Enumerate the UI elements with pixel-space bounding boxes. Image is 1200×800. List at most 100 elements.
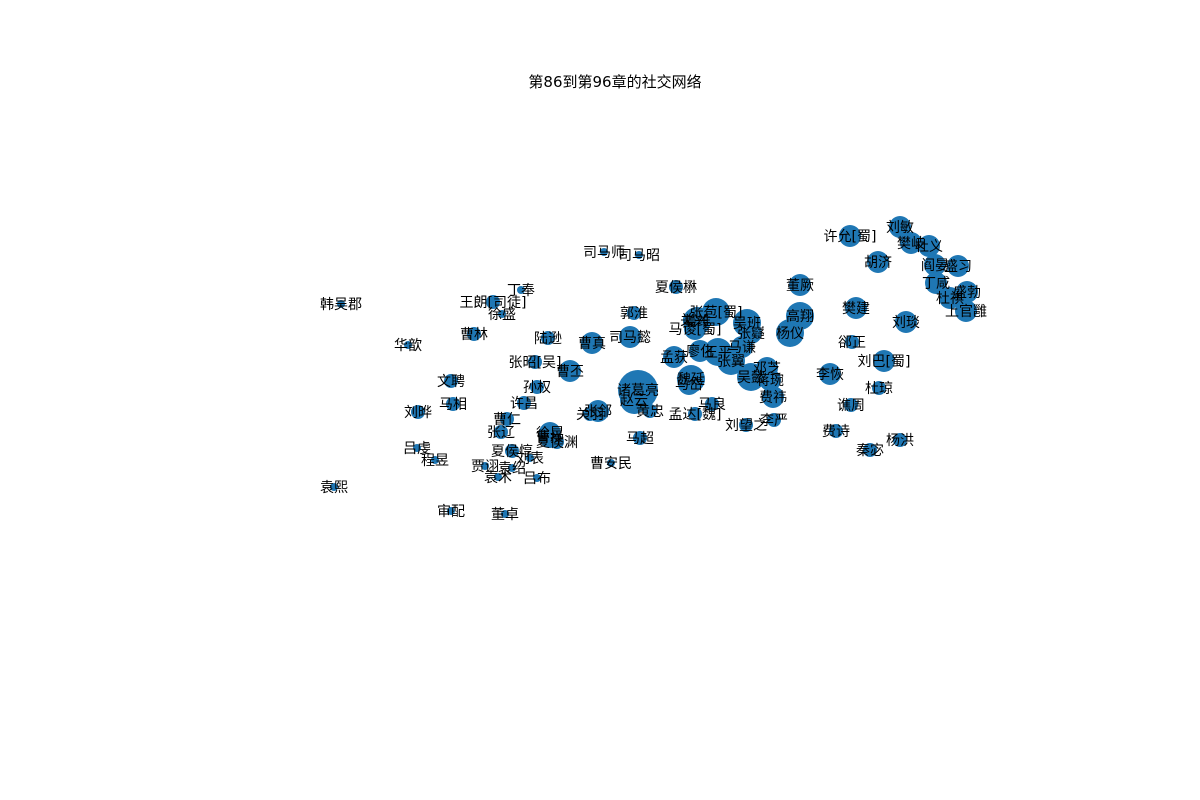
node-marker [494,473,502,481]
node-label: 费祎 [759,390,787,406]
node-marker [533,474,541,482]
node-label: 张翼 [717,354,745,370]
node-marker [900,232,922,254]
node-label: 程昱 [421,453,449,469]
node-label: 贾诩 [471,459,499,475]
node-marker [678,373,700,395]
node-label: 费诗 [822,424,850,440]
node-marker [829,424,843,438]
node-marker [528,355,542,369]
node-label: 曹安民 [590,456,632,472]
node-marker [786,302,814,330]
node-label: 杜义 [915,239,943,255]
node-marker [500,412,514,426]
node-marker [918,235,940,257]
node-label: 孙权 [523,380,551,396]
node-label: 郭淮 [620,305,648,322]
node-label: 李严 [760,413,788,429]
node-label: 曹仁 [493,412,521,428]
node-marker [635,251,643,259]
node-marker [619,326,641,348]
node-label: 张苞[蜀] [690,304,743,321]
node-label: 曹真 [578,336,606,352]
node-label: 蒋琬 [756,373,784,389]
node-label: 姜维 [683,314,711,330]
node-label: 张嶷 [737,326,765,342]
node-marker [541,331,555,345]
node-label: 关兴 [680,313,708,329]
node-marker [337,300,345,308]
node-label: 徐盛 [488,307,516,323]
node-label: 黄忠 [636,403,664,420]
node-marker [845,335,859,349]
node-marker [431,456,439,464]
node-marker [581,332,603,354]
node-label: 阎晏 [921,258,949,274]
node-label: 审配 [437,504,465,520]
node-marker [607,459,615,467]
node-label: 谯周 [837,398,865,414]
node-marker [494,425,508,439]
node-label: 马谦 [728,340,756,356]
node-marker [643,404,657,418]
node-label: 徐晃 [536,426,564,442]
node-label: 司马昭 [618,248,660,264]
node-marker [895,311,917,333]
node-label: 陆逊 [534,331,562,347]
node-marker [669,280,683,294]
node-label: 樊建 [842,301,870,317]
node-label: 曹林 [460,327,488,343]
node-marker [684,318,706,340]
node-label: 杜祺 [936,291,964,307]
node-marker [839,225,861,247]
node-marker [889,216,911,238]
node-label: 张郃 [584,404,612,420]
node-label: 董卓 [491,507,519,523]
node-label: 上官雝 [945,304,987,320]
node-label: 樊岐 [897,236,925,252]
node-marker [956,281,978,303]
node-marker [498,310,506,318]
node-label: 丁咸 [922,276,950,292]
node-label: 袁熙 [320,480,348,496]
node-marker [633,431,647,445]
node-label: 刘望之 [725,418,767,434]
node-label: 马岱 [675,377,703,393]
node-label: 杨仪 [776,326,804,342]
node-marker [447,507,455,515]
node-label: 刘敏 [886,220,914,236]
node-marker [947,255,969,277]
node-label: 高翔 [786,308,814,325]
node-marker [756,357,778,379]
node-marker [939,287,961,309]
node-label: 郤正 [838,335,866,351]
node-marker [845,297,867,319]
node-label: 吕布 [523,471,551,487]
node-label: 袁绍 [498,461,526,477]
node-marker [530,380,544,394]
node-marker [505,444,519,458]
node-marker [467,327,481,341]
node-marker [539,426,561,448]
node-label: 魏延 [677,372,705,388]
node-marker [767,413,781,427]
node-marker [844,398,858,412]
node-label: 曹操 [536,430,564,446]
node-label: 诸葛亮 [617,382,659,399]
node-label: 赵云 [620,393,648,409]
node-label: 袁术 [484,470,512,486]
node-marker [481,462,489,470]
node-marker [689,340,711,362]
node-label: 张辽 [487,425,515,441]
node-marker [688,407,702,421]
node-label: 许允[蜀] [824,229,877,245]
node-label: 夏侯渊 [536,435,578,451]
node-marker [863,443,877,457]
node-marker [559,360,581,382]
node-marker [739,418,753,432]
node-label: 秦宓 [856,443,884,459]
node-marker [587,400,609,422]
node-marker [404,341,412,349]
node-marker [446,397,460,411]
